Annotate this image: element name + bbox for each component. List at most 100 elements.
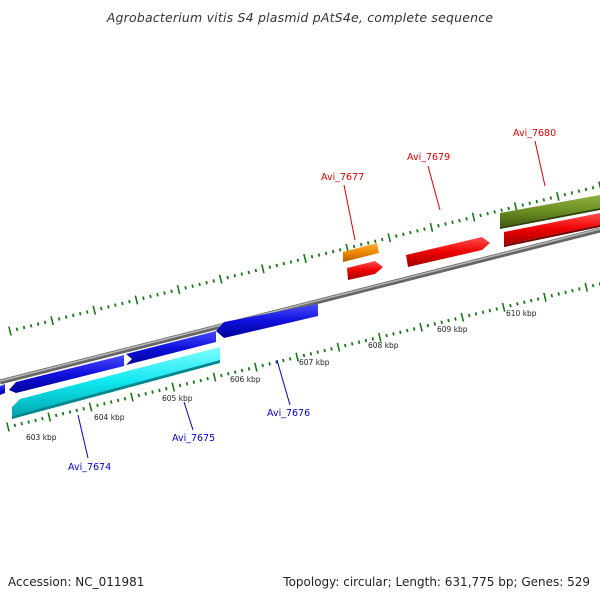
callout-line-avi-7679 bbox=[427, 165, 441, 211]
forward-tick bbox=[92, 305, 97, 315]
reverse-tick-ring bbox=[6, 282, 600, 432]
forward-tick bbox=[338, 248, 342, 252]
reverse-tick bbox=[578, 287, 581, 291]
reverse-tick bbox=[447, 318, 450, 323]
gene-arrow-blue-2[interactable] bbox=[126, 331, 216, 365]
callout-line-avi-7676 bbox=[276, 359, 291, 406]
plasmid-backbone-highlight bbox=[0, 228, 600, 382]
forward-tick bbox=[500, 208, 503, 212]
gene-label-avi-7680[interactable]: Avi_7680 bbox=[513, 128, 556, 139]
reverse-tick bbox=[82, 406, 85, 411]
forward-tick bbox=[563, 192, 567, 197]
reverse-tick bbox=[509, 303, 512, 308]
forward-tick bbox=[591, 185, 595, 190]
forward-tick bbox=[359, 242, 363, 247]
gene-arrow-avi-7674[interactable] bbox=[9, 355, 124, 393]
reverse-tick bbox=[433, 322, 437, 326]
map-title: Agrobacterium vitis S4 plasmid pAtS4e, c… bbox=[106, 10, 494, 25]
forward-tick bbox=[247, 270, 251, 275]
forward-tick bbox=[570, 191, 574, 195]
reverse-tick bbox=[454, 317, 457, 321]
scale-label-605: 605 kbp bbox=[162, 394, 193, 403]
gene-arrow-avi-7679[interactable] bbox=[406, 237, 490, 267]
reverse-tick bbox=[336, 342, 341, 352]
reverse-tick bbox=[377, 332, 382, 342]
forward-tick bbox=[176, 285, 181, 295]
accession-text: Accession: NC_011981 bbox=[8, 575, 145, 589]
reverse-tick bbox=[516, 302, 519, 306]
forward-tick bbox=[402, 232, 405, 237]
gene-label-avi-7676[interactable]: Avi_7676 bbox=[267, 408, 310, 419]
forward-tick bbox=[100, 306, 103, 311]
reverse-tick bbox=[460, 312, 465, 322]
forward-tick bbox=[22, 325, 26, 330]
forward-tick bbox=[191, 284, 194, 288]
forward-tick bbox=[542, 198, 546, 202]
forward-tick bbox=[549, 196, 553, 200]
forward-tick bbox=[282, 261, 286, 266]
scale-label-603: 603 kbp bbox=[26, 433, 57, 442]
forward-tick bbox=[317, 253, 321, 257]
forward-tick bbox=[366, 241, 370, 245]
reverse-tick bbox=[371, 337, 375, 341]
reverse-tick bbox=[20, 421, 23, 426]
gene-arrow-avi-7677[interactable] bbox=[343, 243, 379, 262]
reverse-tick bbox=[584, 282, 589, 292]
reverse-tick bbox=[481, 310, 485, 315]
forward-tick bbox=[128, 299, 131, 304]
forward-tick bbox=[521, 203, 524, 207]
scale-label-606: 606 kbp bbox=[230, 375, 261, 384]
gene-label-avi-7679[interactable]: Avi_7679 bbox=[407, 152, 450, 163]
reverse-tick bbox=[144, 391, 147, 396]
forward-tick bbox=[429, 222, 434, 232]
scale-label-608: 608 kbp bbox=[368, 341, 399, 350]
reverse-tick bbox=[392, 332, 395, 336]
reverse-tick bbox=[385, 333, 388, 338]
reverse-tick bbox=[158, 388, 161, 393]
gene-arrow-red-right-shade bbox=[504, 225, 600, 247]
gene-arrow-avi-7675[interactable] bbox=[12, 347, 220, 416]
reverse-tick bbox=[151, 390, 154, 394]
reverse-tick bbox=[350, 342, 354, 346]
reverse-tick bbox=[27, 420, 30, 424]
reverse-tick bbox=[523, 300, 526, 305]
forward-tick bbox=[528, 201, 531, 205]
reverse-tick bbox=[233, 370, 237, 374]
gene-arrow-avi-7680[interactable] bbox=[500, 195, 600, 227]
forward-tick bbox=[352, 244, 356, 249]
reverse-tick bbox=[426, 323, 430, 328]
gene-arrow-blue-3[interactable] bbox=[216, 304, 318, 338]
forward-tick bbox=[240, 272, 244, 276]
reverse-tick bbox=[6, 422, 10, 432]
callout-line-avi-7680 bbox=[534, 140, 546, 187]
gene-label-avi-7674[interactable]: Avi_7674 bbox=[68, 462, 111, 473]
forward-tick bbox=[458, 218, 461, 223]
reverse-tick bbox=[344, 343, 347, 348]
forward-tick bbox=[577, 189, 581, 193]
reverse-tick bbox=[275, 360, 278, 364]
forward-tick bbox=[15, 327, 19, 332]
forward-tick bbox=[493, 210, 496, 214]
reverse-tick bbox=[302, 353, 306, 358]
gene-label-avi-7677[interactable]: Avi_7677 bbox=[321, 172, 364, 183]
callout-line-avi-7674 bbox=[77, 414, 89, 459]
forward-tick bbox=[233, 274, 236, 278]
reverse-tick bbox=[501, 302, 506, 312]
forward-tick bbox=[451, 220, 454, 225]
reverse-tick bbox=[474, 312, 478, 316]
reverse-tick bbox=[137, 393, 141, 398]
reverse-tick bbox=[13, 423, 17, 428]
reverse-tick bbox=[406, 328, 409, 333]
forward-tick bbox=[36, 322, 40, 326]
gene-arrow-avi-7677-small[interactable] bbox=[347, 261, 383, 280]
reverse-tick bbox=[171, 382, 176, 392]
scale-label-607: 607 kbp bbox=[299, 358, 330, 367]
reverse-tick bbox=[227, 371, 230, 376]
reverse-tick bbox=[75, 408, 79, 413]
gene-arrow-red-right[interactable] bbox=[504, 213, 600, 245]
gene-arrow-reverse-1[interactable] bbox=[0, 384, 5, 395]
reverse-tick bbox=[357, 340, 361, 344]
gene-label-avi-7675[interactable]: Avi_7675 bbox=[172, 433, 215, 444]
reverse-tick bbox=[199, 378, 202, 383]
